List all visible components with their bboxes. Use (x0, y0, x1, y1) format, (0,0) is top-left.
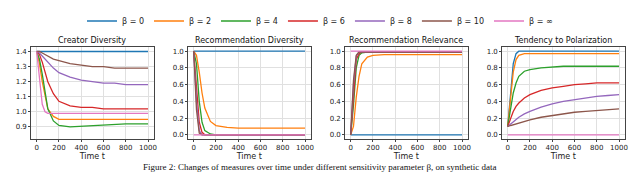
svg-text:β = 4: β = 4 (256, 17, 278, 26)
svg-text:0.2: 0.2 (173, 115, 184, 123)
svg-text:0.2: 0.2 (330, 115, 341, 123)
svg-text:β = 2: β = 2 (189, 17, 211, 26)
svg-text:0.4: 0.4 (330, 98, 342, 106)
svg-text:600: 600 (411, 144, 424, 152)
svg-text:1.3: 1.3 (16, 63, 27, 71)
svg-text:1.0: 1.0 (487, 48, 498, 56)
svg-text:Tendency to Polarization: Tendency to Polarization (514, 36, 612, 45)
svg-text:400: 400 (75, 144, 88, 152)
svg-text:0: 0 (505, 144, 509, 152)
svg-text:600: 600 (97, 144, 110, 152)
svg-text:β = 0: β = 0 (122, 17, 144, 26)
svg-text:0.0: 0.0 (330, 131, 341, 139)
svg-text:β = 6: β = 6 (323, 17, 345, 26)
svg-text:0.4: 0.4 (487, 98, 499, 106)
svg-text:1000: 1000 (453, 144, 471, 152)
svg-text:800: 800 (119, 144, 132, 152)
svg-text:0.6: 0.6 (173, 81, 185, 89)
svg-text:800: 800 (276, 144, 289, 152)
svg-text:1.0: 1.0 (16, 108, 27, 116)
svg-text:1000: 1000 (139, 144, 157, 152)
svg-text:0.0: 0.0 (487, 131, 498, 139)
svg-text:1000: 1000 (610, 144, 628, 152)
svg-text:Time t: Time t (393, 152, 419, 161)
svg-text:0.8: 0.8 (487, 64, 498, 72)
svg-text:0.6: 0.6 (330, 81, 342, 89)
svg-text:β = 10: β = 10 (457, 17, 484, 26)
svg-text:β = 8: β = 8 (390, 17, 412, 26)
svg-text:0.6: 0.6 (487, 81, 499, 89)
svg-text:200: 200 (523, 144, 536, 152)
svg-text:1000: 1000 (296, 144, 314, 152)
svg-text:0: 0 (348, 144, 352, 152)
svg-text:Recommendation Diversity: Recommendation Diversity (195, 36, 304, 45)
svg-text:Figure 2: Changes of measures: Figure 2: Changes of measures over time … (143, 162, 497, 172)
svg-text:0.9: 0.9 (16, 123, 27, 131)
svg-text:0.0: 0.0 (173, 131, 184, 139)
svg-text:β = ∞: β = ∞ (529, 17, 553, 26)
svg-text:200: 200 (366, 144, 379, 152)
svg-text:1.2: 1.2 (16, 78, 27, 86)
svg-text:1.1: 1.1 (16, 93, 27, 101)
svg-text:600: 600 (254, 144, 267, 152)
svg-text:0.8: 0.8 (330, 64, 341, 72)
svg-text:Creator Diversity: Creator Diversity (58, 36, 126, 45)
svg-text:800: 800 (433, 144, 446, 152)
svg-text:1.0: 1.0 (330, 48, 341, 56)
svg-text:0: 0 (34, 144, 38, 152)
svg-text:400: 400 (389, 144, 402, 152)
svg-text:1.4: 1.4 (16, 48, 28, 56)
svg-text:600: 600 (568, 144, 581, 152)
svg-text:800: 800 (590, 144, 603, 152)
svg-text:Recommendation Relevance: Recommendation Relevance (349, 36, 463, 45)
svg-text:0.8: 0.8 (173, 64, 184, 72)
svg-text:0.4: 0.4 (173, 98, 185, 106)
svg-text:400: 400 (232, 144, 245, 152)
svg-text:200: 200 (209, 144, 222, 152)
svg-text:Time t: Time t (79, 152, 105, 161)
svg-text:0.2: 0.2 (487, 115, 498, 123)
svg-text:1.0: 1.0 (173, 48, 184, 56)
svg-text:Time t: Time t (550, 152, 576, 161)
svg-text:200: 200 (52, 144, 65, 152)
svg-text:400: 400 (546, 144, 559, 152)
svg-text:Time t: Time t (236, 152, 262, 161)
svg-text:0: 0 (191, 144, 195, 152)
